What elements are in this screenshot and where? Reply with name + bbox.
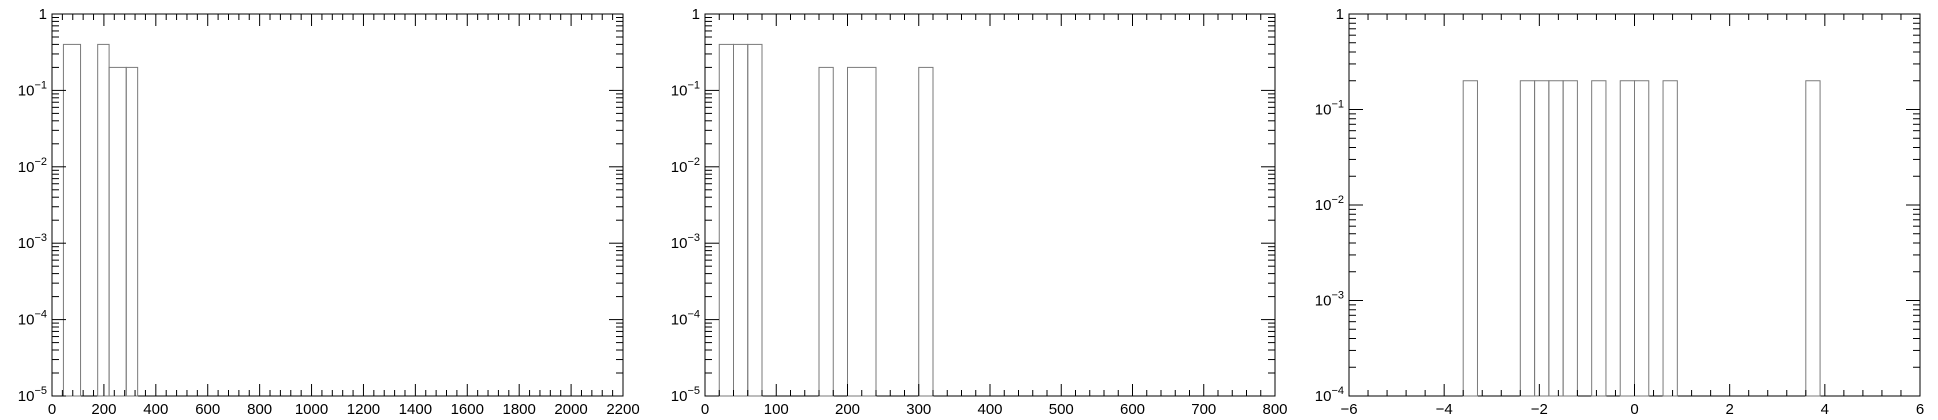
histogram-bar (818, 66, 834, 397)
x-tick-label: −4 (1436, 401, 1453, 418)
y-tick-label: 10−3 (671, 232, 700, 252)
histogram-panel-3: −6 −4 −2 0 2 4 6 10−4 10−3 10−2 10−1 1 (1315, 6, 1924, 418)
y-tick-label: 10−4 (1315, 385, 1344, 405)
histogram-bar (1462, 80, 1478, 397)
y-tick-label: 10−1 (1315, 99, 1344, 119)
histogram-bar (1534, 80, 1550, 397)
x-tick-label: 2000 (554, 401, 587, 418)
histogram-bar (62, 43, 82, 397)
histogram-bar (125, 66, 139, 397)
y-tick-label: 10−1 (671, 79, 700, 99)
x-tick-label: −6 (1340, 401, 1357, 418)
histogram-bar (918, 66, 934, 397)
x-tick-label: −2 (1531, 401, 1548, 418)
histogram-bar (1662, 80, 1678, 397)
y-tick-label: 10−3 (1315, 290, 1344, 310)
y-tick-label: 10−1 (18, 79, 47, 99)
x-tick-label: 400 (977, 401, 1002, 418)
y-tick-label: 1 (1336, 6, 1344, 23)
histogram-bar (97, 43, 110, 397)
histogram-bar (733, 43, 749, 397)
y-tick-label: 1 (692, 6, 700, 23)
x-tick-label: 1800 (502, 401, 535, 418)
x-tick-label: 800 (247, 401, 272, 418)
x-tick-label: 4 (1821, 401, 1829, 418)
x-tick-label: 700 (1191, 401, 1216, 418)
plot-frame (704, 13, 1276, 397)
y-tick-label: 10−4 (18, 309, 47, 329)
x-tick-label: 6 (1916, 401, 1924, 418)
histogram-bar (1548, 80, 1564, 397)
x-tick-label: 200 (835, 401, 860, 418)
histogram-panel-2: 0 100 200 300 400 500 600 700 800 10−5 10−4 10−3 10−… (671, 6, 1288, 418)
x-tick-label: 0 (701, 401, 709, 418)
x-tick-label: 0 (48, 401, 56, 418)
y-tick-label: 10−5 (671, 385, 700, 405)
x-tick-label: 600 (195, 401, 220, 418)
histogram-bar (847, 66, 877, 397)
x-tick-label: 600 (1120, 401, 1145, 418)
histogram-bar (1805, 80, 1821, 397)
x-tick-label: 500 (1049, 401, 1074, 418)
x-tick-label: 1600 (451, 401, 484, 418)
histogram-bar (1619, 80, 1635, 397)
y-tick-label: 10−4 (671, 309, 700, 329)
x-tick-label: 300 (906, 401, 931, 418)
histogram-bar (747, 43, 763, 397)
y-tick-label: 10−2 (18, 156, 47, 176)
y-tick-label: 1 (39, 6, 47, 23)
histogram-bar (1562, 80, 1578, 397)
x-tick-label: 1400 (399, 401, 432, 418)
x-tick-label: 1200 (347, 401, 380, 418)
x-tick-label: 1000 (295, 401, 328, 418)
y-tick-label: 10−2 (671, 156, 700, 176)
histogram-bar (108, 66, 127, 397)
x-tick-label: 400 (143, 401, 168, 418)
histogram-bar (1519, 80, 1536, 397)
x-tick-label: 0 (1630, 401, 1638, 418)
histogram-panel-1: 0 200 400 600 800 1000 1200 1400 1600 1800 2000 220… (18, 6, 640, 418)
histogram-bar (718, 43, 734, 397)
histogram-bar (1634, 80, 1650, 397)
x-tick-label: 100 (764, 401, 789, 418)
histogram-bar (1591, 80, 1607, 397)
x-tick-label: 2200 (606, 401, 639, 418)
y-tick-label: 10−5 (18, 385, 47, 405)
plot-frame (51, 13, 624, 397)
x-tick-label: 200 (91, 401, 116, 418)
y-tick-label: 10−3 (18, 232, 47, 252)
y-tick-label: 10−2 (1315, 194, 1344, 214)
x-tick-label: 800 (1262, 401, 1287, 418)
x-tick-label: 2 (1725, 401, 1733, 418)
